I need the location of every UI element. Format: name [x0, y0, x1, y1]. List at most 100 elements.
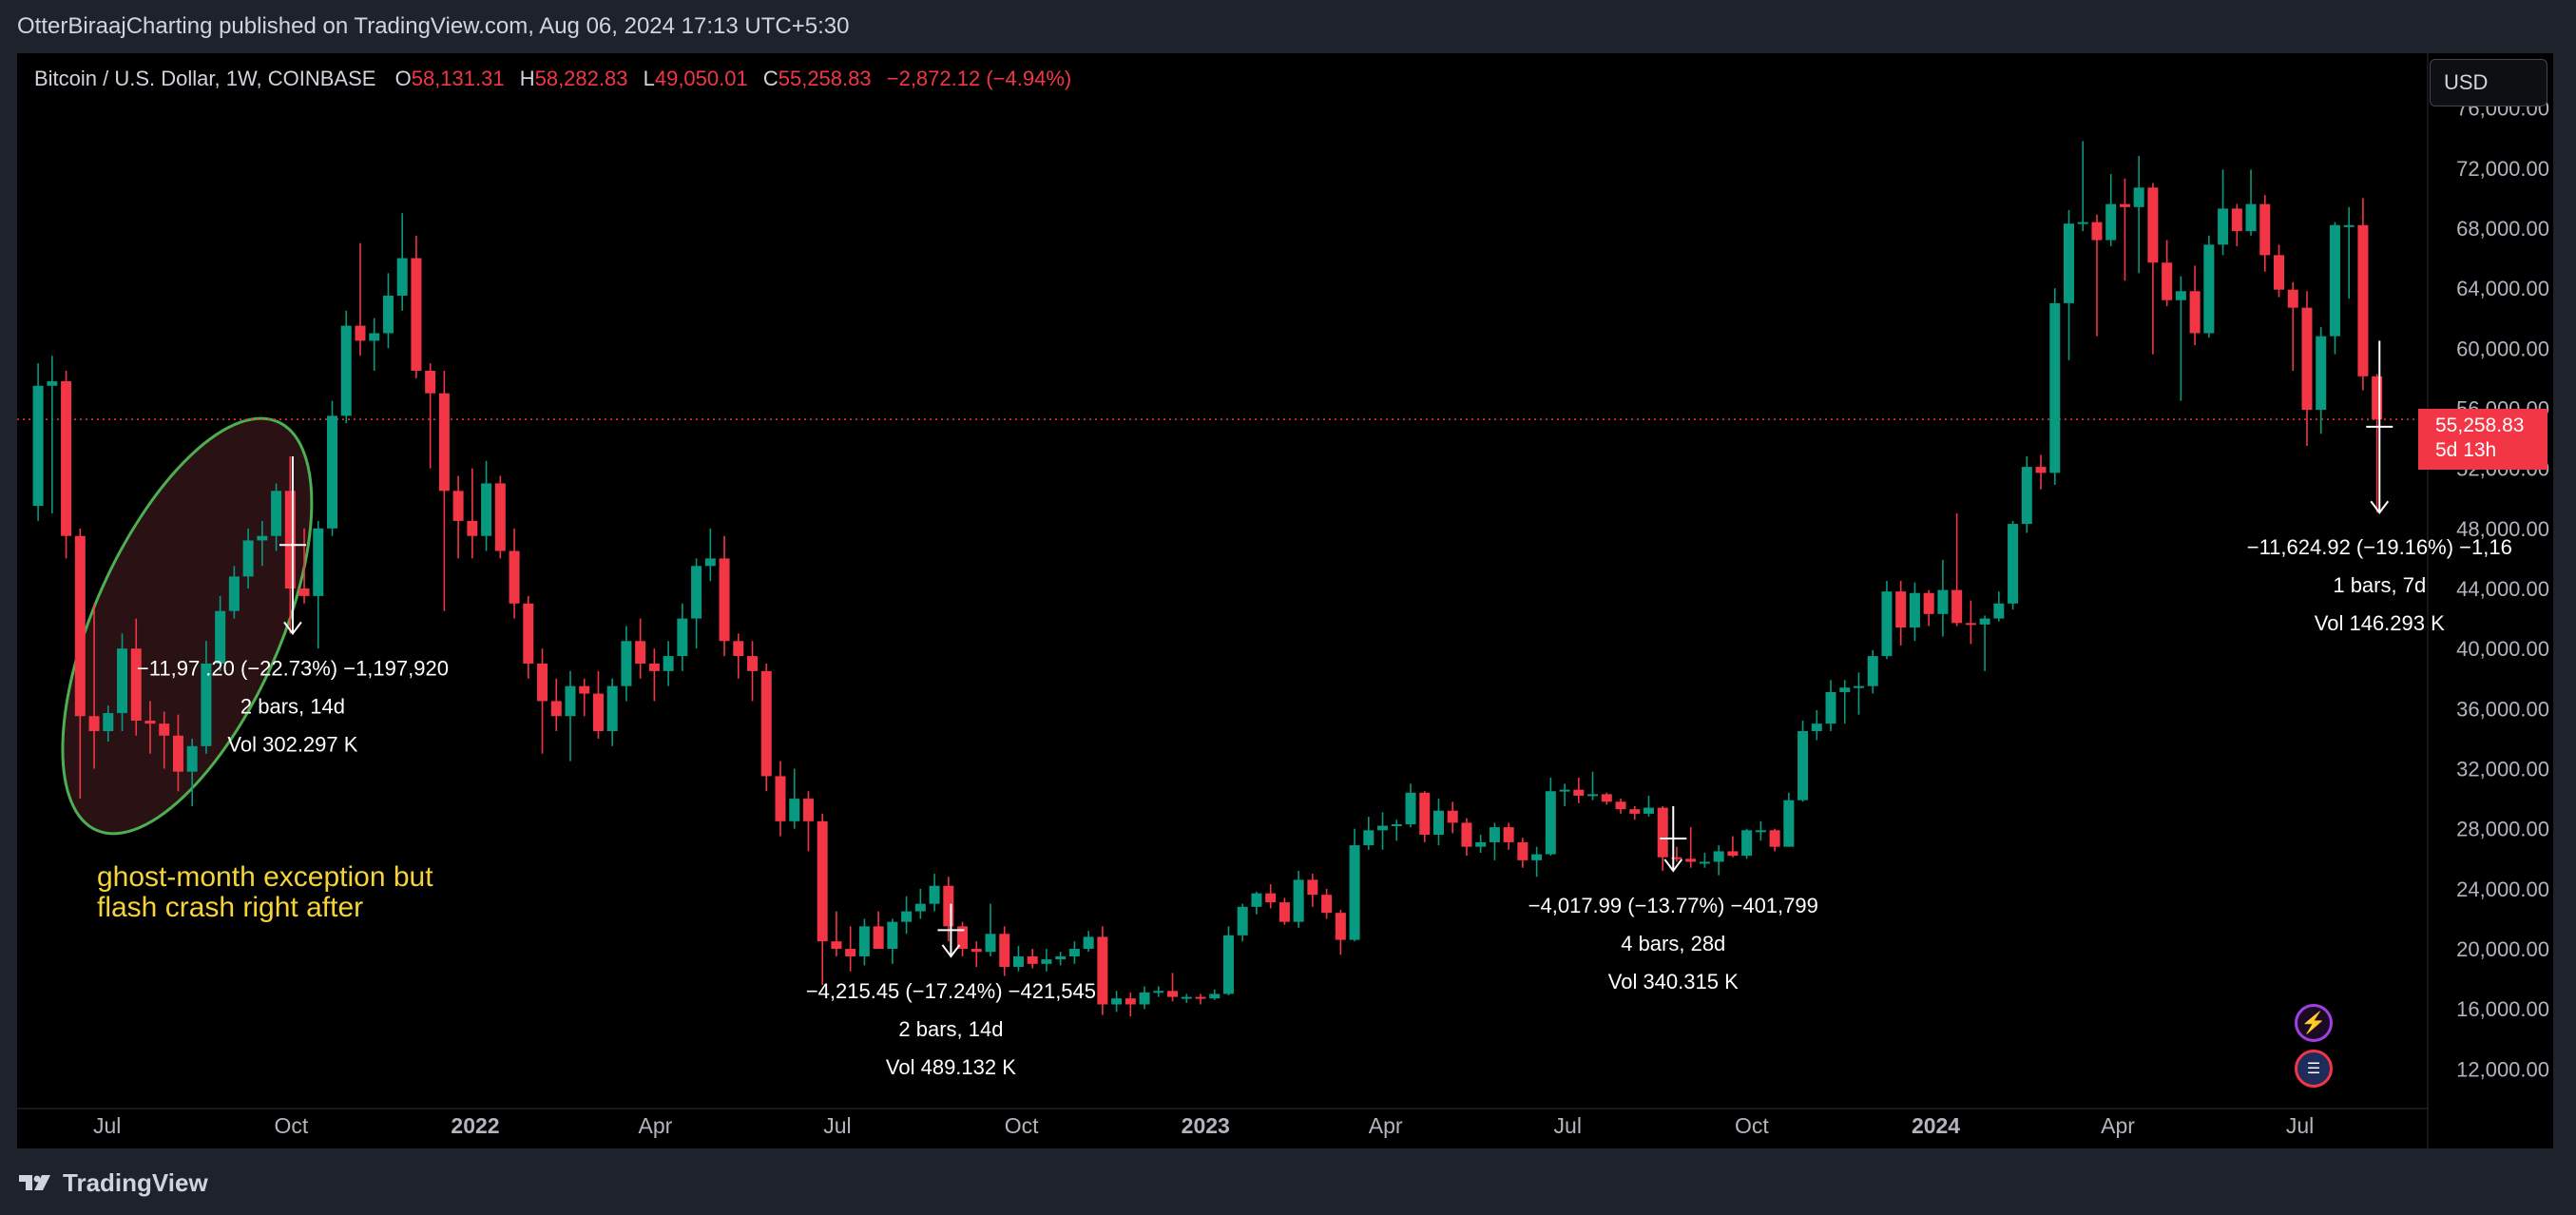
- candle-body: [733, 641, 744, 657]
- candle-body: [1979, 618, 1990, 625]
- y-tick-label: 68,000.00: [2456, 217, 2549, 241]
- candle-body: [747, 656, 759, 671]
- y-tick-label: 36,000.00: [2456, 697, 2549, 721]
- candle-body: [1041, 959, 1052, 964]
- chart-area[interactable]: 12,000.00 16,000.00 20,000.00 24,000.00 28,0…: [17, 53, 2553, 1148]
- ghost-month-ellipse: [61, 416, 314, 836]
- candle: [1419, 791, 1431, 842]
- candle: [438, 370, 450, 611]
- candle-body: [1531, 854, 1543, 860]
- x-tick-label: Jul: [93, 1113, 121, 1138]
- y-tick-label: 24,000.00: [2456, 878, 2549, 901]
- candle: [1713, 845, 1724, 876]
- candle: [1741, 828, 1753, 859]
- candle: [901, 896, 913, 935]
- us-flag-icon[interactable]: ☰: [2295, 1050, 2333, 1088]
- candle-body: [1432, 810, 1444, 836]
- candle: [1517, 838, 1528, 868]
- candle-body: [1769, 830, 1780, 847]
- candle: [355, 242, 366, 357]
- x-tick-label: 2024: [1912, 1113, 1960, 1138]
- y-tick-label: 16,000.00: [2456, 997, 2549, 1021]
- candle: [1545, 778, 1556, 857]
- candle-body: [1811, 723, 1822, 732]
- candle-body: [1559, 789, 1570, 792]
- candle-body: [1278, 902, 1290, 922]
- candle-body: [2119, 203, 2130, 207]
- candle: [704, 528, 716, 582]
- currency-button[interactable]: USD: [2430, 59, 2547, 106]
- y-tick-label: 64,000.00: [2456, 277, 2549, 300]
- candle: [1012, 945, 1024, 972]
- candle-body: [2091, 222, 2103, 241]
- candle: [242, 528, 254, 588]
- candle-body: [117, 648, 128, 714]
- candle: [760, 663, 772, 792]
- candle-body: [2021, 467, 2032, 525]
- price-chart[interactable]: 12,000.00 16,000.00 20,000.00 24,000.00 28,0…: [17, 53, 2553, 1148]
- measure-arrow-head: [283, 621, 302, 636]
- candle: [2147, 183, 2159, 355]
- candle: [550, 678, 562, 732]
- candle-body: [130, 648, 142, 721]
- candle-body: [1125, 998, 1136, 1005]
- candle-body: [565, 685, 576, 717]
- measure-arrow-head: [1663, 858, 1683, 873]
- candle-body: [481, 483, 492, 536]
- candle-body: [523, 603, 534, 664]
- y-tick-label: 12,000.00: [2456, 1057, 2549, 1081]
- candle: [1909, 582, 1920, 642]
- candle: [2301, 291, 2313, 446]
- close-label: C: [762, 67, 779, 90]
- candle: [1293, 870, 1304, 928]
- candle-body: [2049, 302, 2061, 473]
- candle: [452, 475, 464, 559]
- candle: [2218, 169, 2229, 256]
- candle: [382, 273, 394, 349]
- candle: [719, 535, 730, 657]
- measure-label: Vol 302.297 K: [227, 732, 357, 756]
- candle: [1797, 720, 1809, 802]
- candle: [999, 926, 1010, 976]
- candle: [1853, 672, 1864, 715]
- flash-icon[interactable]: ⚡: [2295, 1004, 2333, 1042]
- candle: [1559, 783, 1570, 807]
- candle-body: [550, 701, 562, 717]
- candle: [1811, 709, 1822, 741]
- candle: [1839, 680, 1851, 724]
- candle-body: [1111, 998, 1123, 1005]
- candle-body: [159, 723, 170, 736]
- tradingview-brand[interactable]: TradingView: [63, 1167, 208, 1197]
- candle-body: [242, 540, 254, 577]
- candle-body: [2175, 291, 2186, 300]
- candle: [1363, 817, 1375, 850]
- candle-body: [1335, 913, 1346, 940]
- candle-body: [2329, 224, 2340, 337]
- candle-body: [1083, 936, 1094, 950]
- candle: [691, 558, 702, 649]
- candle: [1335, 909, 1346, 955]
- candle: [733, 633, 744, 679]
- candle-body: [579, 685, 590, 694]
- candle: [494, 475, 506, 559]
- candle-body: [2133, 187, 2144, 207]
- candle: [1447, 801, 1458, 834]
- candle-body: [144, 720, 156, 724]
- candle: [1432, 799, 1444, 846]
- candle-body: [1068, 949, 1080, 956]
- measure-label: 2 bars, 14d: [240, 694, 345, 718]
- candle: [2343, 206, 2355, 299]
- candle-body: [929, 885, 940, 904]
- candle: [1167, 973, 1179, 1002]
- candle: [88, 603, 100, 769]
- candle: [887, 918, 898, 964]
- x-tick-label: Apr: [1369, 1113, 1403, 1138]
- y-tick-label: 28,000.00: [2456, 818, 2549, 841]
- candle: [1209, 989, 1221, 1000]
- candle-body: [663, 656, 674, 671]
- candle-body: [327, 415, 338, 529]
- candle: [2105, 174, 2117, 246]
- candle-body: [901, 911, 913, 922]
- measure-label: −11,624.92 (−19.16%) −1,16: [2247, 535, 2512, 559]
- tradingview-logo-icon[interactable]: [17, 1171, 53, 1194]
